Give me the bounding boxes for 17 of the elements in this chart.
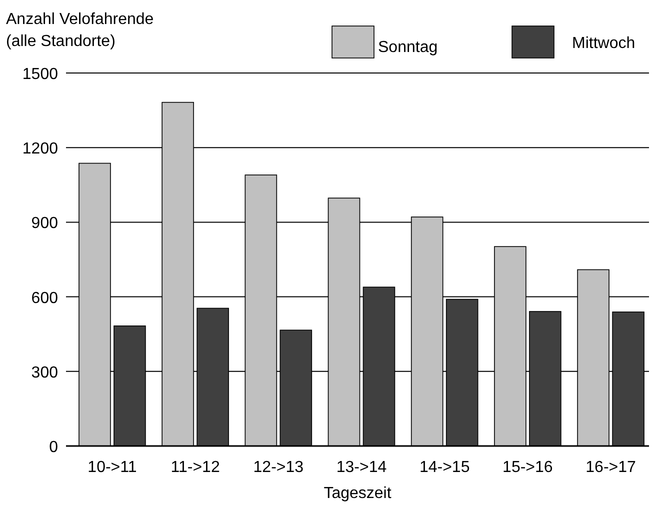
y-tick-label: 1200	[22, 140, 58, 158]
x-tick-label: 12->13	[253, 459, 304, 476]
legend-label: Mittwoch	[572, 35, 636, 52]
x-tick-label: 14->15	[419, 459, 470, 476]
x-tick-label: 11->12	[170, 459, 220, 476]
x-tick-label: 16->17	[586, 459, 636, 476]
x-tick-label: 10->11	[88, 459, 137, 476]
y-tick-label: 900	[31, 215, 58, 232]
x-tick-label: 15->16	[502, 459, 553, 476]
y-axis-title: Anzahl Velofahrende (alle Standorte)	[6, 11, 154, 50]
x-axis-title: Tageszeit	[324, 485, 392, 502]
y-tick-label: 600	[31, 290, 58, 307]
y-tick-label: 0	[49, 439, 58, 456]
legend-label: Sonntag	[378, 39, 438, 56]
y-tick-label: 1500	[22, 66, 58, 83]
y-tick-label: 300	[31, 364, 58, 382]
x-tick-label: 13->14	[336, 459, 387, 476]
